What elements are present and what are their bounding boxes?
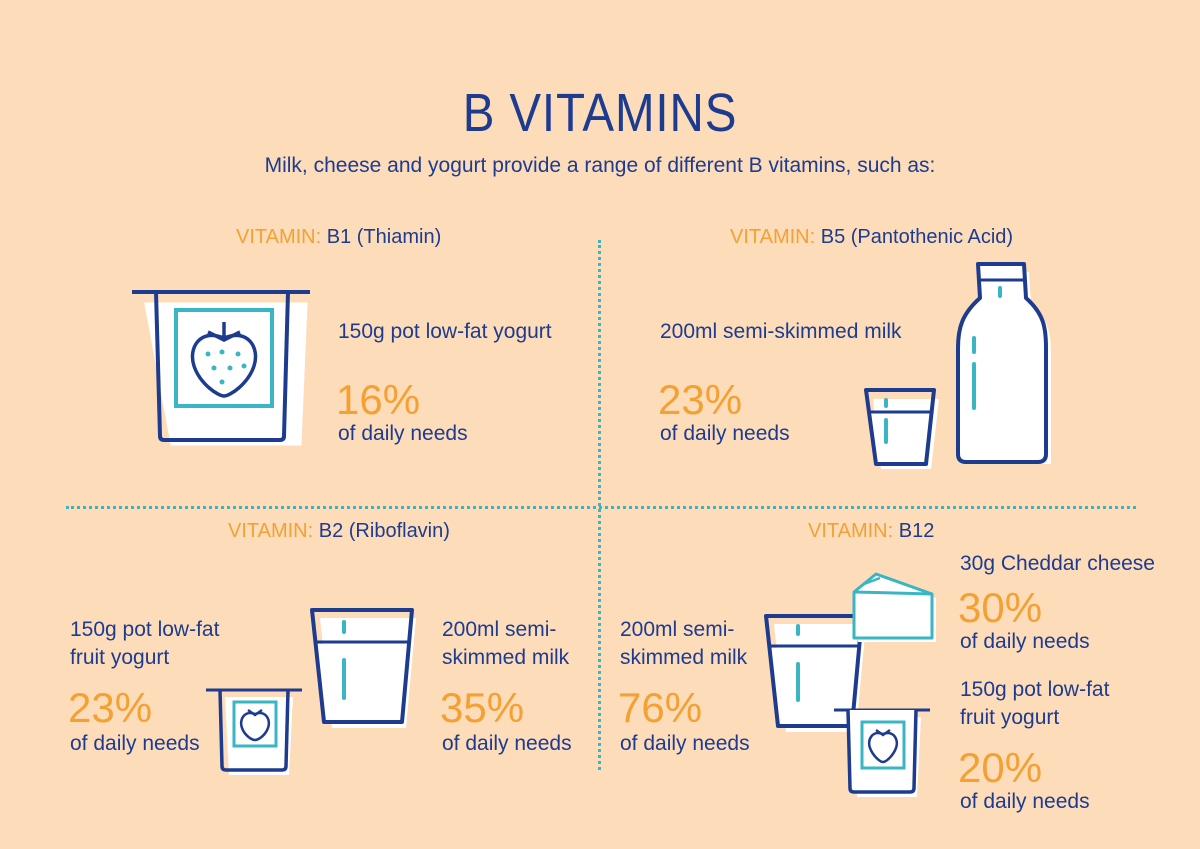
b2-yogurt-needs: of daily needs xyxy=(70,732,200,755)
b5-item-percent: 23% xyxy=(658,376,743,423)
desc-line: skimmed milk xyxy=(442,646,570,669)
b5-item-desc: 200ml semi-skimmed milk xyxy=(660,320,902,343)
vitamin-prefix: VITAMIN: xyxy=(236,226,322,248)
b12-cheese-percent: 30% xyxy=(958,584,1043,631)
desc-line: 150g pot low-fat xyxy=(960,678,1110,701)
b12-yogurt-percent: 20% xyxy=(958,744,1043,791)
b2-milk-needs: of daily needs xyxy=(442,732,572,755)
b12-milk-needs: of daily needs xyxy=(620,732,750,755)
horizontal-divider xyxy=(66,506,1136,509)
b2-yogurt-percent: 23% xyxy=(68,684,153,731)
vitamin-b12-heading: VITAMIN: B12 xyxy=(808,520,934,543)
fruit-yogurt-pot-icon xyxy=(206,688,302,775)
vitamin-name: B5 (Pantothenic Acid) xyxy=(820,226,1014,248)
b12-milk-percent: 76% xyxy=(618,684,703,731)
b5-item-needs: of daily needs xyxy=(660,422,790,445)
b12-milk-desc: 200ml semi- skimmed milk xyxy=(620,616,747,672)
glass-icon xyxy=(764,614,866,732)
vitamin-b2-heading: VITAMIN: B2 (Riboflavin) xyxy=(228,520,450,543)
vitamin-prefix: VITAMIN: xyxy=(730,226,816,248)
desc-line: fruit yogurt xyxy=(70,646,170,669)
page-title: B VITAMINS xyxy=(462,83,738,143)
b12-yogurt-needs: of daily needs xyxy=(960,790,1090,813)
b2-milk-percent: 35% xyxy=(440,684,525,731)
b12-yogurt-desc: 150g pot low-fat fruit yogurt xyxy=(960,676,1109,732)
vitamin-b5-heading: VITAMIN: B5 (Pantothenic Acid) xyxy=(730,226,1013,249)
b12-cheese-desc: 30g Cheddar cheese xyxy=(960,552,1155,575)
desc-line: 200ml semi- xyxy=(442,618,557,641)
milk-bottle-icon xyxy=(956,262,1051,464)
vertical-divider xyxy=(598,240,601,770)
b12-cheese-needs: of daily needs xyxy=(960,630,1090,653)
desc-line: 200ml semi- xyxy=(620,618,735,641)
b1-item-desc: 150g pot low-fat yogurt xyxy=(338,320,552,343)
vitamin-b1-heading: VITAMIN: B1 (Thiamin) xyxy=(236,226,441,249)
vitamin-prefix: VITAMIN: xyxy=(228,520,314,542)
b1-item-percent: 16% xyxy=(336,376,421,423)
yogurt-pot-icon xyxy=(132,290,310,446)
desc-line: fruit yogurt xyxy=(960,706,1060,729)
cheese-icon xyxy=(852,572,936,642)
b2-yogurt-desc: 150g pot low-fat fruit yogurt xyxy=(70,616,219,672)
page-subtitle: Milk, cheese and yogurt provide a range … xyxy=(264,154,936,177)
vitamin-name: B2 (Riboflavin) xyxy=(318,520,450,542)
glass-icon xyxy=(864,388,939,469)
b2-milk-desc: 200ml semi- skimmed milk xyxy=(442,616,569,672)
fruit-yogurt-pot-icon xyxy=(834,708,930,797)
vitamin-name: B1 (Thiamin) xyxy=(326,226,442,248)
desc-line: 150g pot low-fat xyxy=(70,618,220,641)
b1-item-needs: of daily needs xyxy=(338,422,468,445)
vitamin-prefix: VITAMIN: xyxy=(808,520,894,542)
desc-line: skimmed milk xyxy=(620,646,748,669)
vitamin-name: B12 xyxy=(898,520,935,542)
glass-icon xyxy=(310,608,416,728)
